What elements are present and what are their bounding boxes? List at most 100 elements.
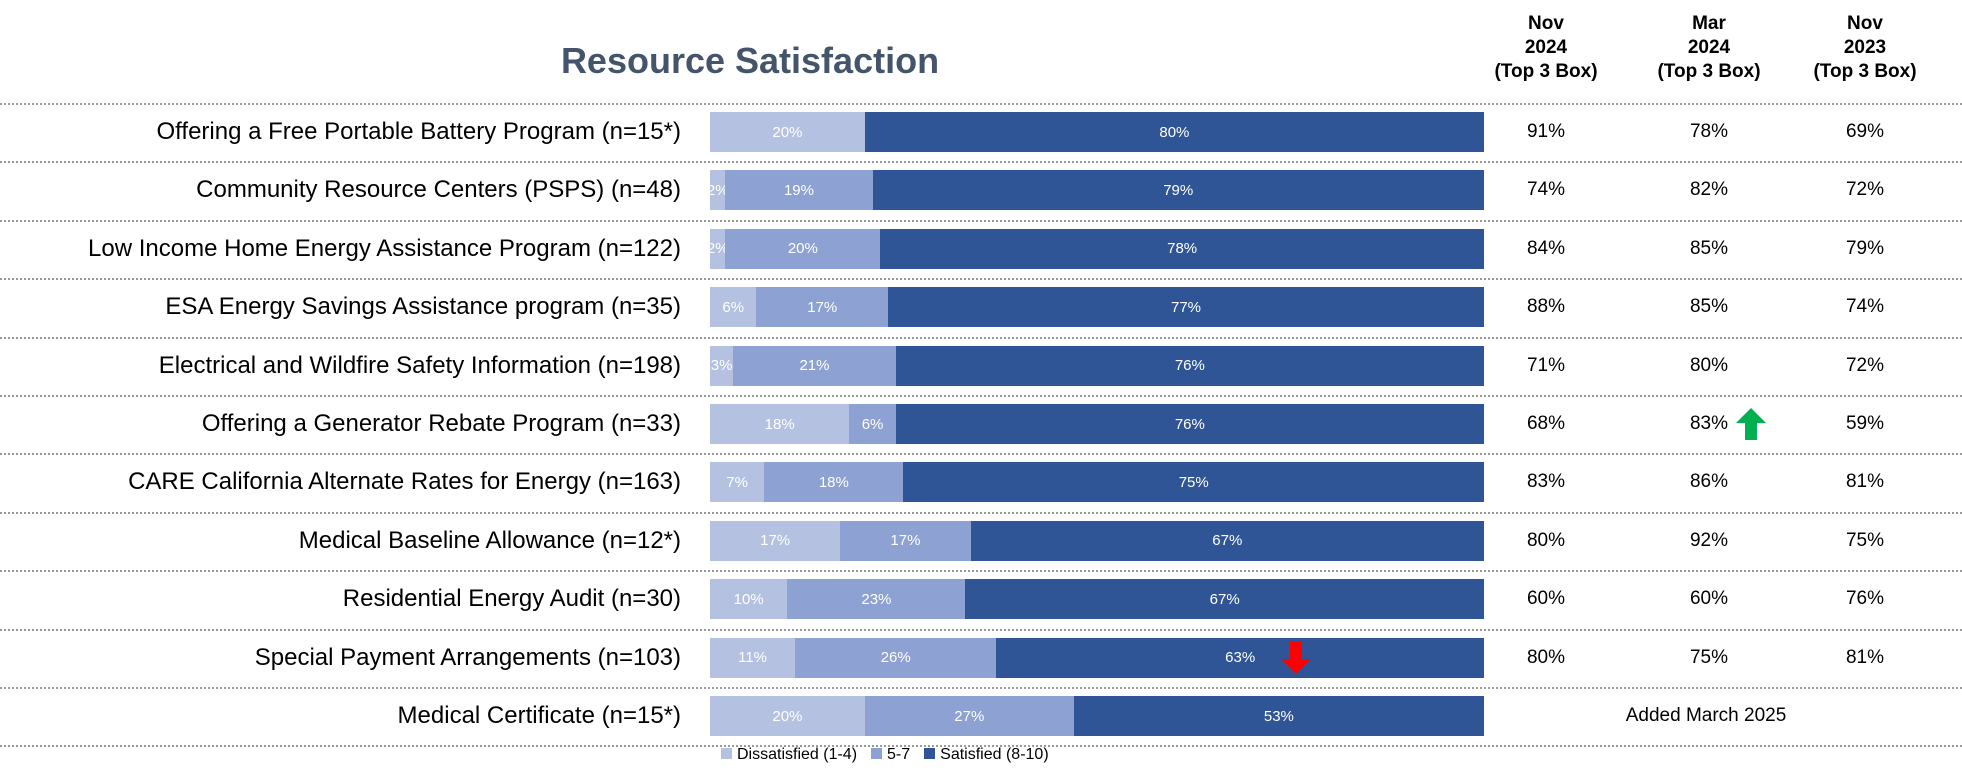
bar-segment: 3% xyxy=(710,345,734,386)
stacked-bar: 18% 6% 76% xyxy=(710,404,1484,444)
legend: Dissatisfied (1-4) 5-7 Satisfied (8-10) xyxy=(721,746,1049,764)
legend-swatch xyxy=(721,748,732,759)
category-label: Residential Energy Audit (n=30) xyxy=(342,585,681,613)
row-divider xyxy=(0,161,1962,164)
top3-value: 76% xyxy=(1845,588,1885,610)
top3-value: 91% xyxy=(1526,121,1566,142)
bar-segment: 26% xyxy=(795,637,997,678)
row-divider xyxy=(0,219,1962,222)
top3-value: 72% xyxy=(1845,179,1885,201)
top3-value: 72% xyxy=(1845,354,1885,376)
stacked-bar: 10% 23% 67% xyxy=(710,579,1484,620)
bar-segment: 76% xyxy=(895,345,1484,386)
top3-value: 81% xyxy=(1845,646,1885,668)
top3-value: 81% xyxy=(1845,471,1885,493)
bar-segment: 2% xyxy=(707,170,729,211)
bar-segment: 10% xyxy=(710,579,788,620)
bar-segment: 7% xyxy=(710,462,765,503)
top3-value: 83% xyxy=(1526,471,1566,493)
bar-segment: 77% xyxy=(888,287,1484,328)
bar-segment: 67% xyxy=(970,520,1485,561)
legend-swatch xyxy=(871,748,883,759)
top3-value: 68% xyxy=(1526,413,1566,434)
row-divider xyxy=(0,745,1962,748)
bar-segment: 19% xyxy=(725,170,873,211)
row-divider xyxy=(0,511,1962,514)
top3-value: 60% xyxy=(1689,588,1729,610)
legend-item: Dissatisfied (1-4) xyxy=(721,746,857,764)
top3-value: 74% xyxy=(1526,179,1566,201)
up-arrow-icon xyxy=(1736,408,1766,440)
category-label: Electrical and Wildfire Safety Informati… xyxy=(158,351,681,379)
top3-value: 82% xyxy=(1689,179,1729,201)
row-divider xyxy=(0,628,1962,631)
top3-value: 80% xyxy=(1689,354,1729,376)
bar-segment: 6% xyxy=(849,404,896,444)
bar-segment: 17% xyxy=(840,520,971,561)
stacked-bar: 6% 17% 77% xyxy=(710,287,1484,328)
stacked-bar: 7% 18% 75% xyxy=(710,462,1484,503)
legend-label: 5-7 xyxy=(887,746,911,763)
top3-value: 80% xyxy=(1526,529,1566,551)
top3-value: 92% xyxy=(1689,529,1729,551)
category-label: Medical Baseline Allowance (n=12*) xyxy=(298,526,681,554)
top3-value: 86% xyxy=(1689,471,1729,493)
chart-title: Resource Satisfaction xyxy=(560,40,940,81)
category-label: Medical Certificate (n=15*) xyxy=(397,702,681,729)
top3-value: 83% xyxy=(1689,413,1729,434)
top3-value: 75% xyxy=(1689,646,1729,668)
top3-value: 80% xyxy=(1526,646,1566,668)
stacked-bar: 2% 19% 79% xyxy=(707,170,1484,211)
bar-segment: 18% xyxy=(764,462,904,503)
top3-value: 69% xyxy=(1845,121,1885,142)
bar-segment: 17% xyxy=(756,287,889,328)
bar-segment: 23% xyxy=(787,579,966,620)
bar-segment: 75% xyxy=(903,462,1484,503)
bar-segment: 20% xyxy=(725,228,881,269)
category-label: Offering a Free Portable Battery Program… xyxy=(156,118,681,145)
top3-value: 74% xyxy=(1845,296,1885,318)
top3-value: 85% xyxy=(1689,237,1729,259)
bar-segment: 2% xyxy=(707,228,729,269)
stacked-bar: 20% 80% xyxy=(710,112,1484,152)
legend-swatch xyxy=(924,748,936,759)
bar-segment: 20% xyxy=(710,112,865,152)
legend-label: Satisfied (8-10) xyxy=(940,746,1049,763)
bar-segment: 78% xyxy=(880,228,1484,269)
top3-value: 79% xyxy=(1845,237,1885,259)
column-header: Mar 2024 (Top 3 Box) xyxy=(1657,13,1761,82)
bar-segment: 20% xyxy=(710,696,865,736)
stacked-bar: 3% 21% 76% xyxy=(710,345,1484,386)
bar-segment: 53% xyxy=(1073,696,1484,736)
category-label: Low Income Home Energy Assistance Progra… xyxy=(88,234,681,262)
bar-segment: 67% xyxy=(965,579,1484,620)
column-header: Nov 2024 (Top 3 Box) xyxy=(1494,13,1598,82)
bar-segment: 76% xyxy=(895,404,1484,444)
category-label: Offering a Generator Rebate Program (n=3… xyxy=(201,410,681,437)
row-divider xyxy=(0,570,1962,573)
legend-item: 5-7 xyxy=(871,746,910,764)
stacked-bar: 17% 17% 67% xyxy=(710,520,1485,561)
bar-segment: 79% xyxy=(872,170,1484,211)
top3-value: 78% xyxy=(1689,121,1729,142)
category-label: Special Payment Arrangements (n=103) xyxy=(254,643,681,671)
bar-segment: 6% xyxy=(710,287,757,328)
bar-segment: 27% xyxy=(864,696,1074,736)
row-divider xyxy=(0,453,1962,456)
stacked-bar: 20% 27% 53% xyxy=(710,696,1484,736)
top3-value: 85% xyxy=(1689,296,1729,318)
row-divider xyxy=(0,278,1962,281)
bar-segment: 21% xyxy=(733,345,896,386)
row-divider xyxy=(0,103,1962,105)
top3-value: 84% xyxy=(1526,237,1566,259)
legend-label: Dissatisfied (1-4) xyxy=(737,746,858,763)
top3-value: 59% xyxy=(1845,413,1885,434)
row-divider xyxy=(0,395,1962,397)
top3-value: 88% xyxy=(1526,296,1566,318)
category-label: CARE California Alternate Rates for Ener… xyxy=(128,468,681,496)
column-header: Nov 2023 (Top 3 Box) xyxy=(1813,13,1917,82)
category-label: Community Resource Centers (PSPS) (n=48) xyxy=(196,176,681,204)
bar-segment: 18% xyxy=(710,404,850,444)
bar-segment: 63% xyxy=(996,637,1484,678)
